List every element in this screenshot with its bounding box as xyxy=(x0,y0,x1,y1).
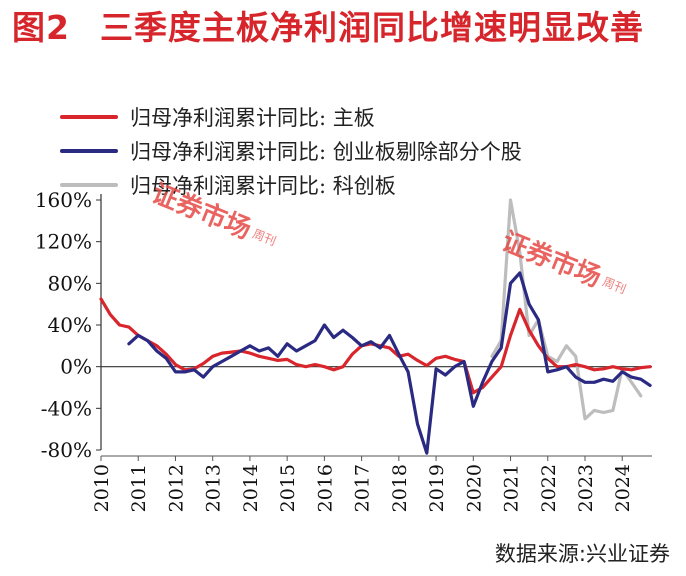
x-tick-label: 2012 xyxy=(165,464,187,512)
legend-label: 归母净利润累计同比: 科创板 xyxy=(130,174,396,198)
watermark-side: 周刊 xyxy=(601,275,629,297)
x-tick-label: 2023 xyxy=(575,464,597,512)
x-tick-label: 2021 xyxy=(501,464,523,512)
x-tick-label: 2013 xyxy=(203,464,225,512)
x-tick-label: 2015 xyxy=(277,464,299,512)
x-tick-label: 2011 xyxy=(128,464,150,512)
x-tick-label: 2020 xyxy=(463,464,485,512)
y-tick-label: 80% xyxy=(48,271,92,295)
y-tick-label: 40% xyxy=(48,313,92,337)
x-tick-label: 2022 xyxy=(538,464,560,512)
legend-swatch xyxy=(60,149,118,153)
series-line xyxy=(127,271,652,455)
x-tick-label: 2016 xyxy=(314,464,336,512)
x-tick-label: 2018 xyxy=(389,464,411,512)
y-tick-label: -40% xyxy=(41,396,92,420)
x-tick-label: 2010 xyxy=(91,464,113,512)
series-line xyxy=(490,198,643,421)
watermark-main: 证券市场 xyxy=(147,178,255,246)
chart-title: 图2 三季度主板净利润同比增速明显改善 xyxy=(12,8,678,48)
x-tick-label: 2024 xyxy=(612,464,634,512)
legend-item: 归母净利润累计同比: 创业板剔除部分个股 xyxy=(60,134,522,168)
legend-swatch xyxy=(60,183,118,187)
legend-label: 归母净利润累计同比: 主板 xyxy=(130,106,375,130)
x-tick-label: 2014 xyxy=(240,464,262,512)
legend-item: 归母净利润累计同比: 科创板 xyxy=(60,168,522,202)
figure-number: 图2 xyxy=(12,8,70,47)
y-tick-label: 120% xyxy=(35,230,92,254)
x-tick-label: 2019 xyxy=(426,464,448,512)
chart-legend: 归母净利润累计同比: 主板归母净利润累计同比: 创业板剔除部分个股 归母净利润累计… xyxy=(60,100,522,202)
watermark-side: 周刊 xyxy=(251,227,279,249)
y-tick-label: 0% xyxy=(60,355,92,379)
title-text: 三季度主板净利润同比增速明显改善 xyxy=(99,8,644,47)
watermark-main: 证券市场 xyxy=(497,226,605,294)
y-tick-label: 160% xyxy=(35,188,92,212)
legend-swatch xyxy=(60,115,118,119)
x-tick-label: 2017 xyxy=(352,464,374,512)
legend-label: 归母净利润累计同比: 创业板剔除部分个股 xyxy=(130,140,522,164)
legend-item: 归母净利润累计同比: 主板 xyxy=(60,100,522,134)
data-source-note: 数据来源:兴业证券 xyxy=(494,542,670,566)
y-tick-label: -80% xyxy=(41,438,92,462)
